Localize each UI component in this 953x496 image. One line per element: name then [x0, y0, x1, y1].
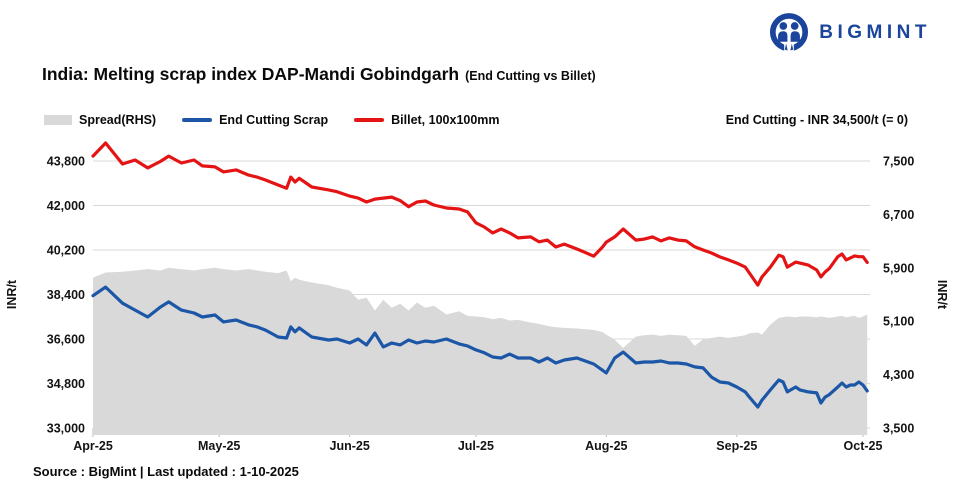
x-axis-tick-label: Jun-25	[330, 439, 370, 453]
legend: Spread(RHS) End Cutting Scrap Billet, 10…	[44, 113, 500, 127]
brand-name: BIGMINT	[819, 22, 931, 43]
left-axis-tick-label: 34,800	[47, 377, 85, 391]
chart-title-suffix: (End Cutting vs Billet)	[465, 69, 596, 83]
x-axis-tick-label: Sep-25	[716, 439, 757, 453]
x-axis-tick-label: Oct-25	[844, 439, 883, 453]
left-axis-tick-label: 33,000	[47, 422, 85, 436]
x-axis-tick-label: Jul-25	[458, 439, 494, 453]
legend-item-end-cutting: End Cutting Scrap	[182, 113, 328, 127]
legend-item-billet: Billet, 100x100mm	[354, 113, 500, 127]
end-cutting-line	[91, 285, 869, 409]
end-cutting-line-swatch	[182, 118, 213, 122]
legend-item-spread: Spread(RHS)	[44, 113, 156, 127]
right-axis-tick-label: 5,100	[883, 315, 914, 329]
left-axis-tick-label: 42,000	[47, 199, 85, 213]
reference-annotation: End Cutting - INR 34,500/t (= 0)	[725, 113, 908, 127]
left-axis-tick-label: 43,800	[47, 155, 85, 169]
chart-title-main: India: Melting scrap index DAP-Mandi Gob…	[42, 64, 460, 84]
legend-label-spread: Spread(RHS)	[79, 113, 157, 127]
x-axis-tick-label: Aug-25	[585, 439, 627, 453]
right-axis-tick-label: 4,300	[883, 368, 914, 382]
right-axis-tick-label: 5,900	[883, 261, 914, 275]
spread-area-swatch	[44, 115, 72, 125]
chart-svg: 43,800 42,000 40,200 38,400 36,600 34,800 33,0…	[5, 141, 949, 453]
chart-title: India: Melting scrap index DAP-Mandi Gob…	[42, 64, 596, 85]
x-axis-tick-label: May-25	[198, 439, 240, 453]
x-axis-tick-label: Apr-25	[73, 439, 113, 453]
right-axis-title: INR/t	[935, 280, 949, 310]
right-axis-tick-label: 6,700	[883, 208, 914, 222]
chart: 43,800 42,000 40,200 38,400 36,600 34,800 33,0…	[0, 138, 953, 460]
left-axis-tick-label: 40,200	[47, 244, 85, 258]
right-axis-tick-label: 7,500	[883, 155, 914, 169]
left-axis-tick-label: 36,600	[47, 333, 85, 347]
billet-line-swatch	[354, 118, 385, 122]
left-axis-tick-label: 38,400	[47, 288, 85, 302]
right-axis-tick-label: 3,500	[883, 422, 914, 436]
billet-line	[91, 141, 869, 287]
left-axis-title: INR/t	[5, 279, 19, 309]
source-note: Source : BigMint | Last updated : 1-10-2…	[33, 464, 299, 479]
brand-logo: BIGMINT	[768, 10, 931, 56]
legend-label-billet: Billet, 100x100mm	[391, 113, 500, 127]
legend-label-end-cutting: End Cutting Scrap	[219, 113, 329, 127]
bigmint-emblem-icon	[770, 13, 809, 54]
